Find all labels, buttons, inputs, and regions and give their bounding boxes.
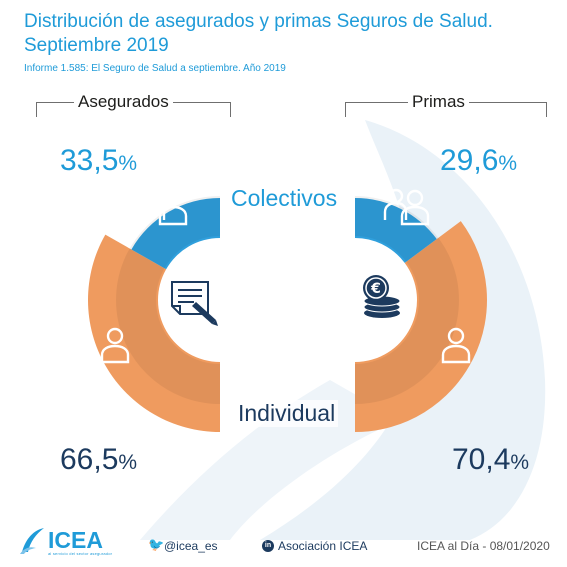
colectivos-segment: [355, 198, 437, 263]
icea-logo-text: ICEA: [48, 527, 103, 553]
icea-logo-icon: [20, 528, 44, 554]
svg-text:€: €: [370, 281, 381, 297]
colectivos-segment: [131, 198, 220, 270]
primas-individual-value: 70,4%: [452, 443, 530, 476]
asegurados-individual-value: 66,5%: [60, 443, 138, 476]
primas-colectivos-value: 29,6%: [440, 144, 518, 177]
individual-segment: [355, 221, 488, 433]
individual-label: Individual: [235, 400, 339, 427]
people-group-icon: [141, 188, 188, 226]
linkedin-link[interactable]: Asociación ICEA: [278, 539, 368, 553]
primas-donut: [354, 196, 488, 433]
asegurados-heading: Asegurados: [74, 92, 173, 112]
document-signature-icon: [171, 281, 218, 326]
inner-shading-ring: [354, 196, 459, 404]
chart-icons: €: [100, 188, 471, 364]
chart-subtitle: Informe 1.585: El Seguro de Salud a sept…: [24, 63, 286, 74]
twitter-icon[interactable]: 🐦: [148, 537, 165, 552]
footer: ICEA al servicio del sector asegurador 🐦…: [0, 522, 567, 567]
people-group-icon: [383, 188, 430, 226]
asegurados-colectivos-value: 33,5%: [60, 144, 138, 177]
primas-heading: Primas: [408, 92, 469, 112]
icea-logo-tagline: al servicio del sector asegurador: [48, 551, 113, 556]
footer-credit: ICEA al Día - 08/01/2020: [417, 539, 550, 553]
euro-coins-icon: €: [363, 275, 401, 318]
person-icon: [100, 327, 130, 364]
twitter-handle[interactable]: @icea_es: [164, 539, 218, 553]
person-icon: [441, 327, 471, 364]
individual-segment: [87, 234, 221, 432]
colectivos-label: Colectivos: [228, 185, 341, 212]
chart-title: Distribución de asegurados y primas Segu…: [24, 11, 493, 56]
linkedin-icon[interactable]: in: [262, 540, 274, 552]
